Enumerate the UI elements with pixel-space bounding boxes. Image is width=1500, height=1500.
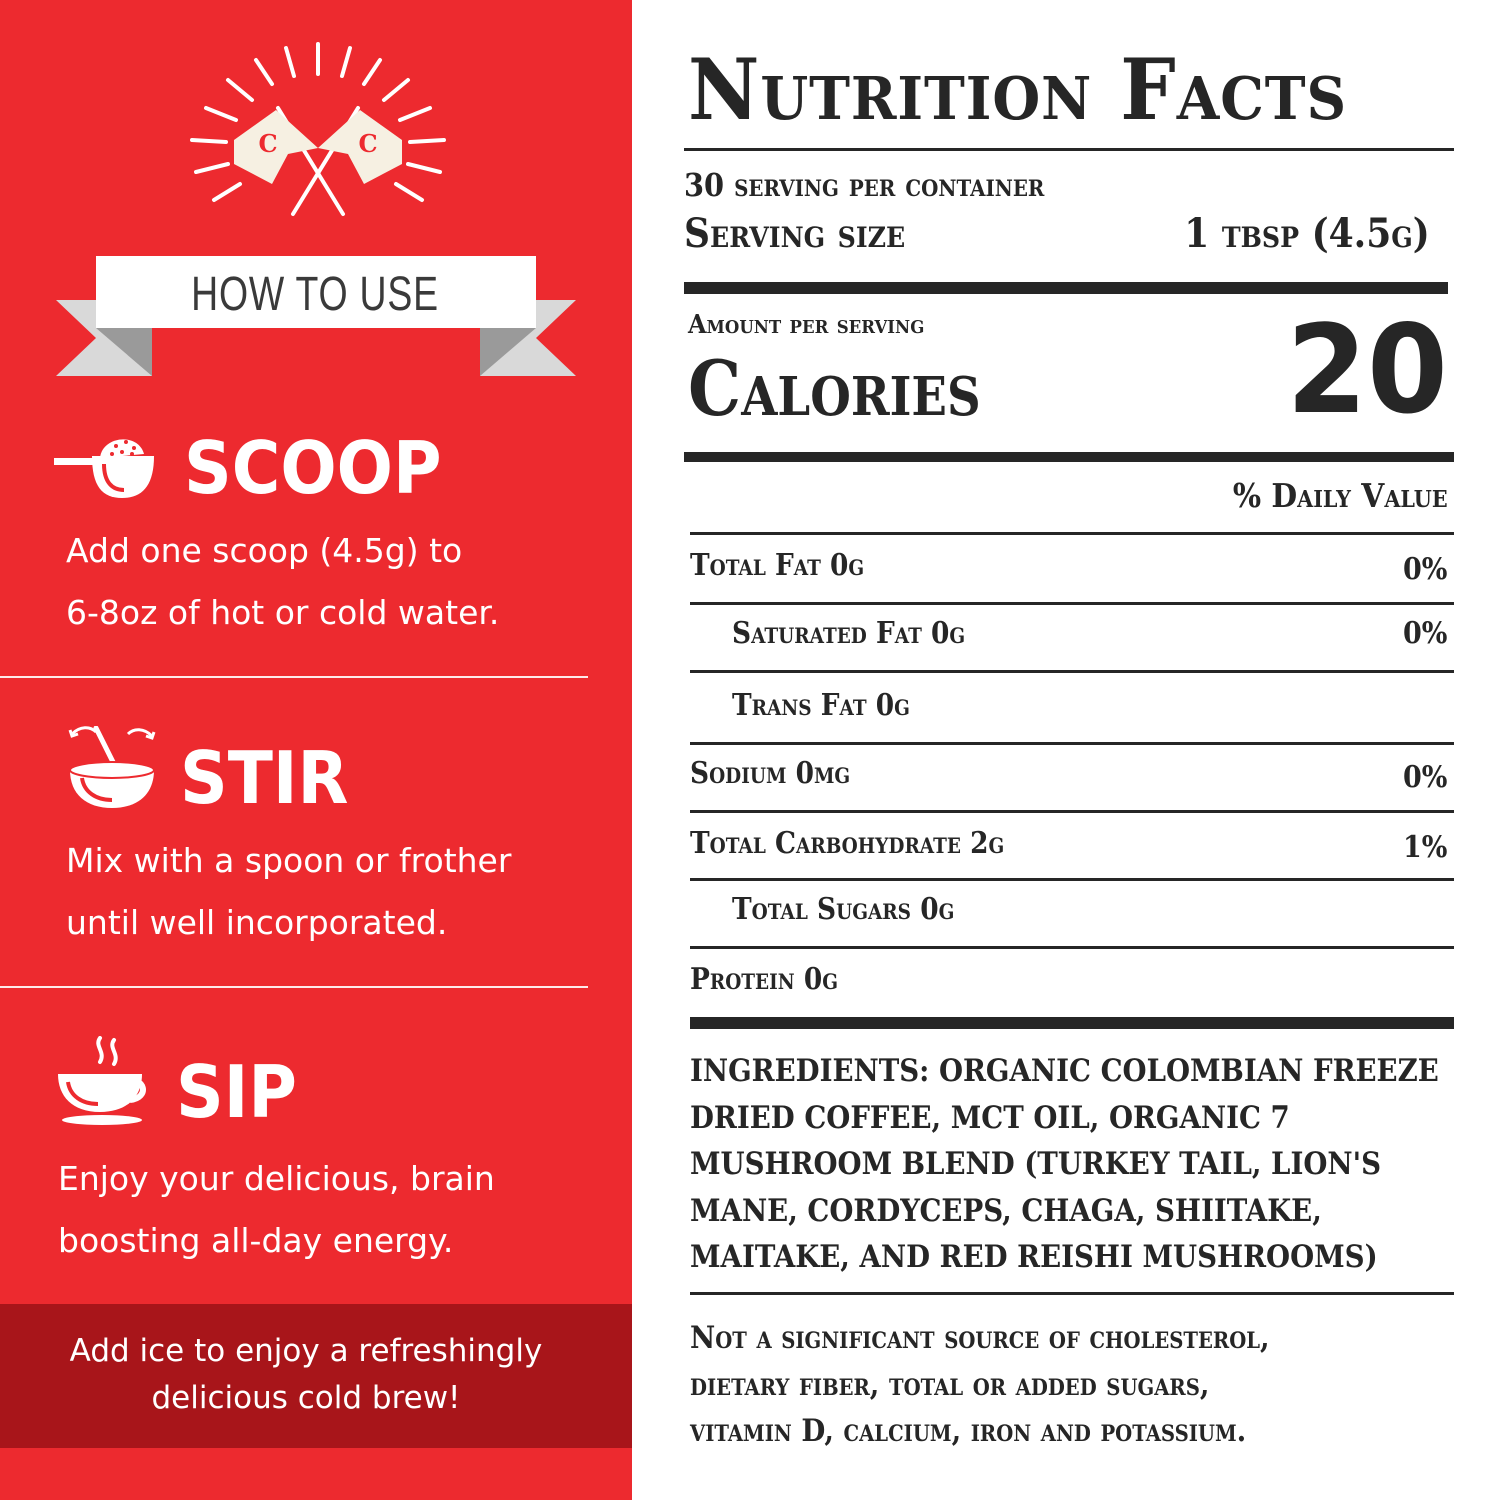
nutrition-facts-title: Nutrition Facts: [688, 40, 1348, 139]
ingredients-line-4: MANE, CORDYCEPS, CHAGA, SHIITAKE,: [690, 1192, 1322, 1229]
step-stir-line-1: Mix with a spoon or frother: [66, 841, 512, 880]
daily-value-header: % Daily Value: [1233, 476, 1448, 515]
step-scoop-title: SCOOP: [184, 426, 442, 510]
nutrient-total-carbohydrate: Total Carbohydrate 2g: [690, 826, 1005, 861]
logo-letter-left: C: [258, 129, 277, 158]
cold-brew-tip: Add ice to enjoy a refreshingly deliciou…: [0, 1328, 612, 1422]
scoop-icon: [54, 439, 154, 498]
servings-per-container: 30 serving per container: [684, 166, 1045, 204]
nutrient-sodium: Sodium 0mg: [690, 756, 851, 791]
step-sip-line-1: Enjoy your delicious, brain: [58, 1159, 495, 1198]
step-stir-line-2: until well incorporated.: [66, 903, 448, 942]
nutrient-sodium-pct: 0%: [1402, 760, 1447, 795]
step-divider-1: [0, 676, 588, 678]
how-to-use-heading: HOW TO USE: [191, 268, 439, 321]
nutrient-rule: [690, 878, 1454, 881]
step-scoop-line-2: 6-8oz of hot or cold water.: [66, 593, 500, 632]
step-scoop-text: Add one scoop (4.5g) to 6-8oz of hot or …: [66, 520, 626, 644]
cold-brew-tip-box: [0, 1304, 632, 1448]
logo-letter-right: C: [358, 129, 377, 158]
step-stir-title: STIR: [180, 736, 349, 820]
stir-bowl-icon: [68, 726, 156, 808]
ingredients-line-3: MUSHROOM BLEND (TURKEY TAIL, LION'S: [690, 1146, 1382, 1182]
step-stir-text: Mix with a spoon or frother until well i…: [66, 830, 626, 954]
nutrient-rule: [690, 602, 1454, 605]
nutrient-trans-fat: Trans Fat 0g: [732, 688, 910, 723]
calories-thick-rule: [684, 452, 1454, 462]
ingredients-rule: [690, 1292, 1454, 1295]
nutrient-protein: Protein 0g: [690, 962, 839, 997]
crossed-flags-logo-icon: C C: [190, 42, 446, 216]
how-to-use-ribbon: [56, 256, 576, 376]
step-sip-line-2: boosting all-day energy.: [58, 1221, 454, 1260]
ingredients-block: INGREDIENTS: ORGANIC COLOMBIAN FREEZE DR…: [690, 1048, 1439, 1281]
serving-size-value: 1 tbsp (4.5g): [1184, 210, 1430, 257]
nutrient-rule: [690, 810, 1454, 813]
nutrient-total-sugars: Total Sugars 0g: [732, 892, 955, 927]
calories-value: 20: [1286, 299, 1448, 441]
cold-brew-tip-line-2: delicious cold brew!: [151, 1380, 461, 1416]
serving-thick-rule: [684, 282, 1448, 294]
how-to-use-panel: C C HOW TO USE SCOOP Add one scoop (4.5g…: [0, 0, 632, 1500]
nutrient-total-fat: Total Fat 0g: [690, 548, 865, 583]
nutrient-rule: [690, 946, 1454, 949]
disclaimer-line-2: dietary fiber, total or added sugars,: [690, 1366, 1210, 1403]
nutrient-saturated-fat-pct: 0%: [1402, 616, 1447, 651]
cold-brew-tip-line-1: Add ice to enjoy a refreshingly: [69, 1333, 543, 1369]
nutrient-saturated-fat: Saturated Fat 0g: [732, 616, 966, 651]
nutrient-rule: [690, 670, 1454, 673]
step-scoop-line-1: Add one scoop (4.5g) to: [66, 531, 463, 570]
ingredients-line-2: DRIED COFFEE, MCT OIL, ORGANIC 7: [690, 1099, 1290, 1136]
ingredients-line-1: INGREDIENTS: ORGANIC COLOMBIAN FREEZE: [690, 1053, 1439, 1089]
calories-label: Calories: [688, 344, 981, 433]
nutrient-total-fat-pct: 0%: [1402, 552, 1447, 587]
daily-value-rule: [690, 532, 1454, 535]
disclaimer-line-3: vitamin D, calcium, iron and potassium.: [690, 1413, 1247, 1449]
disclaimer-line-1: Not a significant source of cholesterol,: [690, 1320, 1270, 1356]
protein-thick-rule: [690, 1017, 1454, 1029]
step-sip-text: Enjoy your delicious, brain boosting all…: [58, 1148, 618, 1272]
step-divider-2: [0, 986, 588, 988]
nutrient-rule: [690, 742, 1454, 745]
serving-size-label: Serving size: [684, 210, 906, 257]
title-rule: [684, 148, 1454, 151]
step-sip-title: SIP: [176, 1050, 297, 1134]
disclaimer-block: Not a significant source of cholesterol,…: [690, 1315, 1402, 1455]
nutrient-total-carbohydrate-pct: 1%: [1402, 830, 1447, 865]
coffee-cup-icon: [58, 1036, 146, 1125]
amount-per-serving: Amount per serving: [688, 310, 925, 340]
ingredients-line-5: MAITAKE, AND RED REISHI MUSHROOMS): [690, 1239, 1378, 1275]
